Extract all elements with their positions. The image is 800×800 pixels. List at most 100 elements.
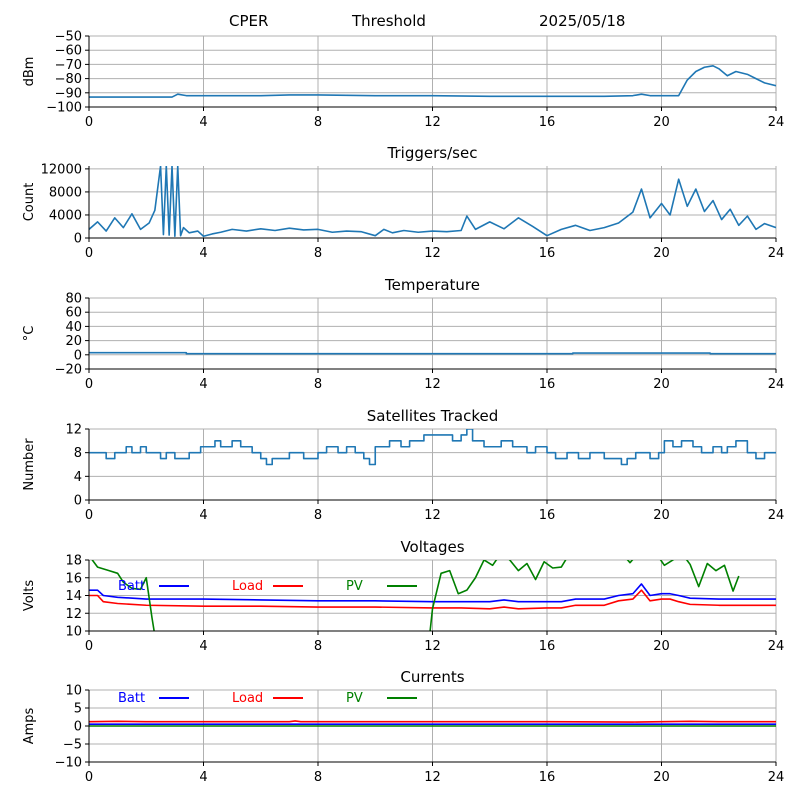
temperature-xtick-label-2: 8 [314,377,322,392]
currents-legend-label-load: Load [232,691,263,706]
satellites-title: Satellites Tracked [367,407,498,425]
triggers-xtick-label-3: 12 [424,246,441,261]
satellites-xtick-label-3: 12 [424,508,441,523]
voltages-series-pv [91,560,740,631]
satellites-ytick-label-3: 12 [65,423,82,438]
currents-ytick-label-0: −10 [55,756,82,771]
temperature-xtick-label-5: 20 [653,377,670,392]
triggers-xtick-label-5: 20 [653,246,670,261]
currents-ytick-label-2: 0 [74,720,82,735]
temperature-ytick-label-2: 20 [65,334,82,349]
currents-xtick-label-0: 0 [85,770,93,785]
triggers-series-0 [89,166,776,238]
voltages-xtick-label-1: 4 [199,639,207,654]
triggers-xtick-label-2: 8 [314,246,322,261]
threshold-xtick-label-5: 20 [653,115,670,130]
temperature-xtick-label-0: 0 [85,377,93,392]
triggers-ytick-label-0: 0 [74,232,82,247]
satellites-xtick-label-4: 16 [539,508,556,523]
temperature-ytick-label-1: 0 [74,348,82,363]
voltages-legend-label-batt: Batt [118,579,145,594]
triggers-xtick-label-6: 24 [768,246,785,261]
currents-xtick-label-3: 12 [424,770,441,785]
voltages-series-batt [89,583,776,603]
triggers-ytick-label-1: 4000 [49,208,82,223]
voltages-ytick-label-4: 18 [65,554,82,569]
threshold-ytick-label-2: −80 [55,72,82,87]
voltages-ytick-label-3: 16 [65,571,82,586]
temperature-xtick-label-4: 16 [539,377,556,392]
currents-ylabel: Amps [22,707,37,744]
triggers-ytick-label-2: 8000 [49,185,82,200]
voltages-ytick-label-1: 12 [65,607,82,622]
triggers-ytick-label-3: 12000 [41,162,82,177]
voltages-legend-label-load: Load [232,579,263,594]
temperature-ytick-label-5: 80 [65,292,82,307]
voltages-xtick-label-0: 0 [85,639,93,654]
header-date: 2025/05/18 [539,12,626,30]
threshold-ytick-label-1: −90 [55,86,82,101]
currents-xtick-label-2: 8 [314,770,322,785]
triggers-xtick-label-0: 0 [85,246,93,261]
triggers-title: Triggers/sec [387,144,478,162]
voltages-title: Voltages [400,538,464,556]
satellites-ytick-label-0: 0 [74,494,82,509]
voltages-legend-label-pv: PV [346,579,363,594]
voltages-series-load [89,589,776,610]
threshold-xtick-label-3: 12 [424,115,441,130]
triggers-xtick-label-1: 4 [199,246,207,261]
currents-legend-label-pv: PV [346,691,363,706]
voltages-ytick-label-0: 10 [65,625,82,640]
voltages-ylabel: Volts [22,580,37,612]
currents-ytick-label-3: 5 [74,702,82,717]
triggers-ylabel: Count [22,183,37,222]
temperature-ytick-label-0: −20 [55,363,82,378]
satellites-ylabel: Number [22,438,37,491]
threshold-ytick-label-5: −50 [55,30,82,45]
temperature-ytick-label-3: 40 [65,320,82,335]
currents-series-load [89,720,776,723]
threshold-xtick-label-6: 24 [768,115,785,130]
temperature-series-0 [89,351,776,355]
satellites-xtick-label-6: 24 [768,508,785,523]
temperature-title: Temperature [384,276,480,294]
currents-legend-label-batt: Batt [118,691,145,706]
voltages-ytick-label-2: 14 [65,589,82,604]
threshold-ytick-label-4: −60 [55,44,82,59]
currents-xtick-label-4: 16 [539,770,556,785]
currents-title: Currents [400,668,464,686]
voltages-xtick-label-4: 16 [539,639,556,654]
temperature-xtick-label-3: 12 [424,377,441,392]
satellites-xtick-label-2: 8 [314,508,322,523]
threshold-xtick-label-2: 8 [314,115,322,130]
currents-xtick-label-6: 24 [768,770,785,785]
header-mode: Threshold [352,12,426,30]
threshold-series-0 [89,65,776,98]
voltages-xtick-label-5: 20 [653,639,670,654]
threshold-ytick-label-3: −70 [55,58,82,73]
threshold-xtick-label-4: 16 [539,115,556,130]
threshold-ytick-label-0: −100 [46,101,82,116]
triggers-xtick-label-4: 16 [539,246,556,261]
threshold-xtick-label-1: 4 [199,115,207,130]
currents-xtick-label-5: 20 [653,770,670,785]
currents-xtick-label-1: 4 [199,770,207,785]
voltages-xtick-label-2: 8 [314,639,322,654]
temperature-xtick-label-6: 24 [768,377,785,392]
voltages-xtick-label-3: 12 [424,639,441,654]
temperature-ylabel: °C [22,326,37,342]
satellites-xtick-label-5: 20 [653,508,670,523]
header-site: CPER [229,12,269,30]
satellites-xtick-label-1: 4 [199,508,207,523]
temperature-xtick-label-1: 4 [199,377,207,392]
satellites-ytick-label-1: 4 [74,470,82,485]
currents-ytick-label-4: 10 [65,684,82,699]
satellites-xtick-label-0: 0 [85,508,93,523]
threshold-ylabel: dBm [22,57,37,87]
satellites-series-0 [89,429,776,466]
satellites-ytick-label-2: 8 [74,446,82,461]
threshold-xtick-label-0: 0 [85,115,93,130]
temperature-ytick-label-4: 60 [65,306,82,321]
currents-ytick-label-1: −5 [63,738,82,753]
